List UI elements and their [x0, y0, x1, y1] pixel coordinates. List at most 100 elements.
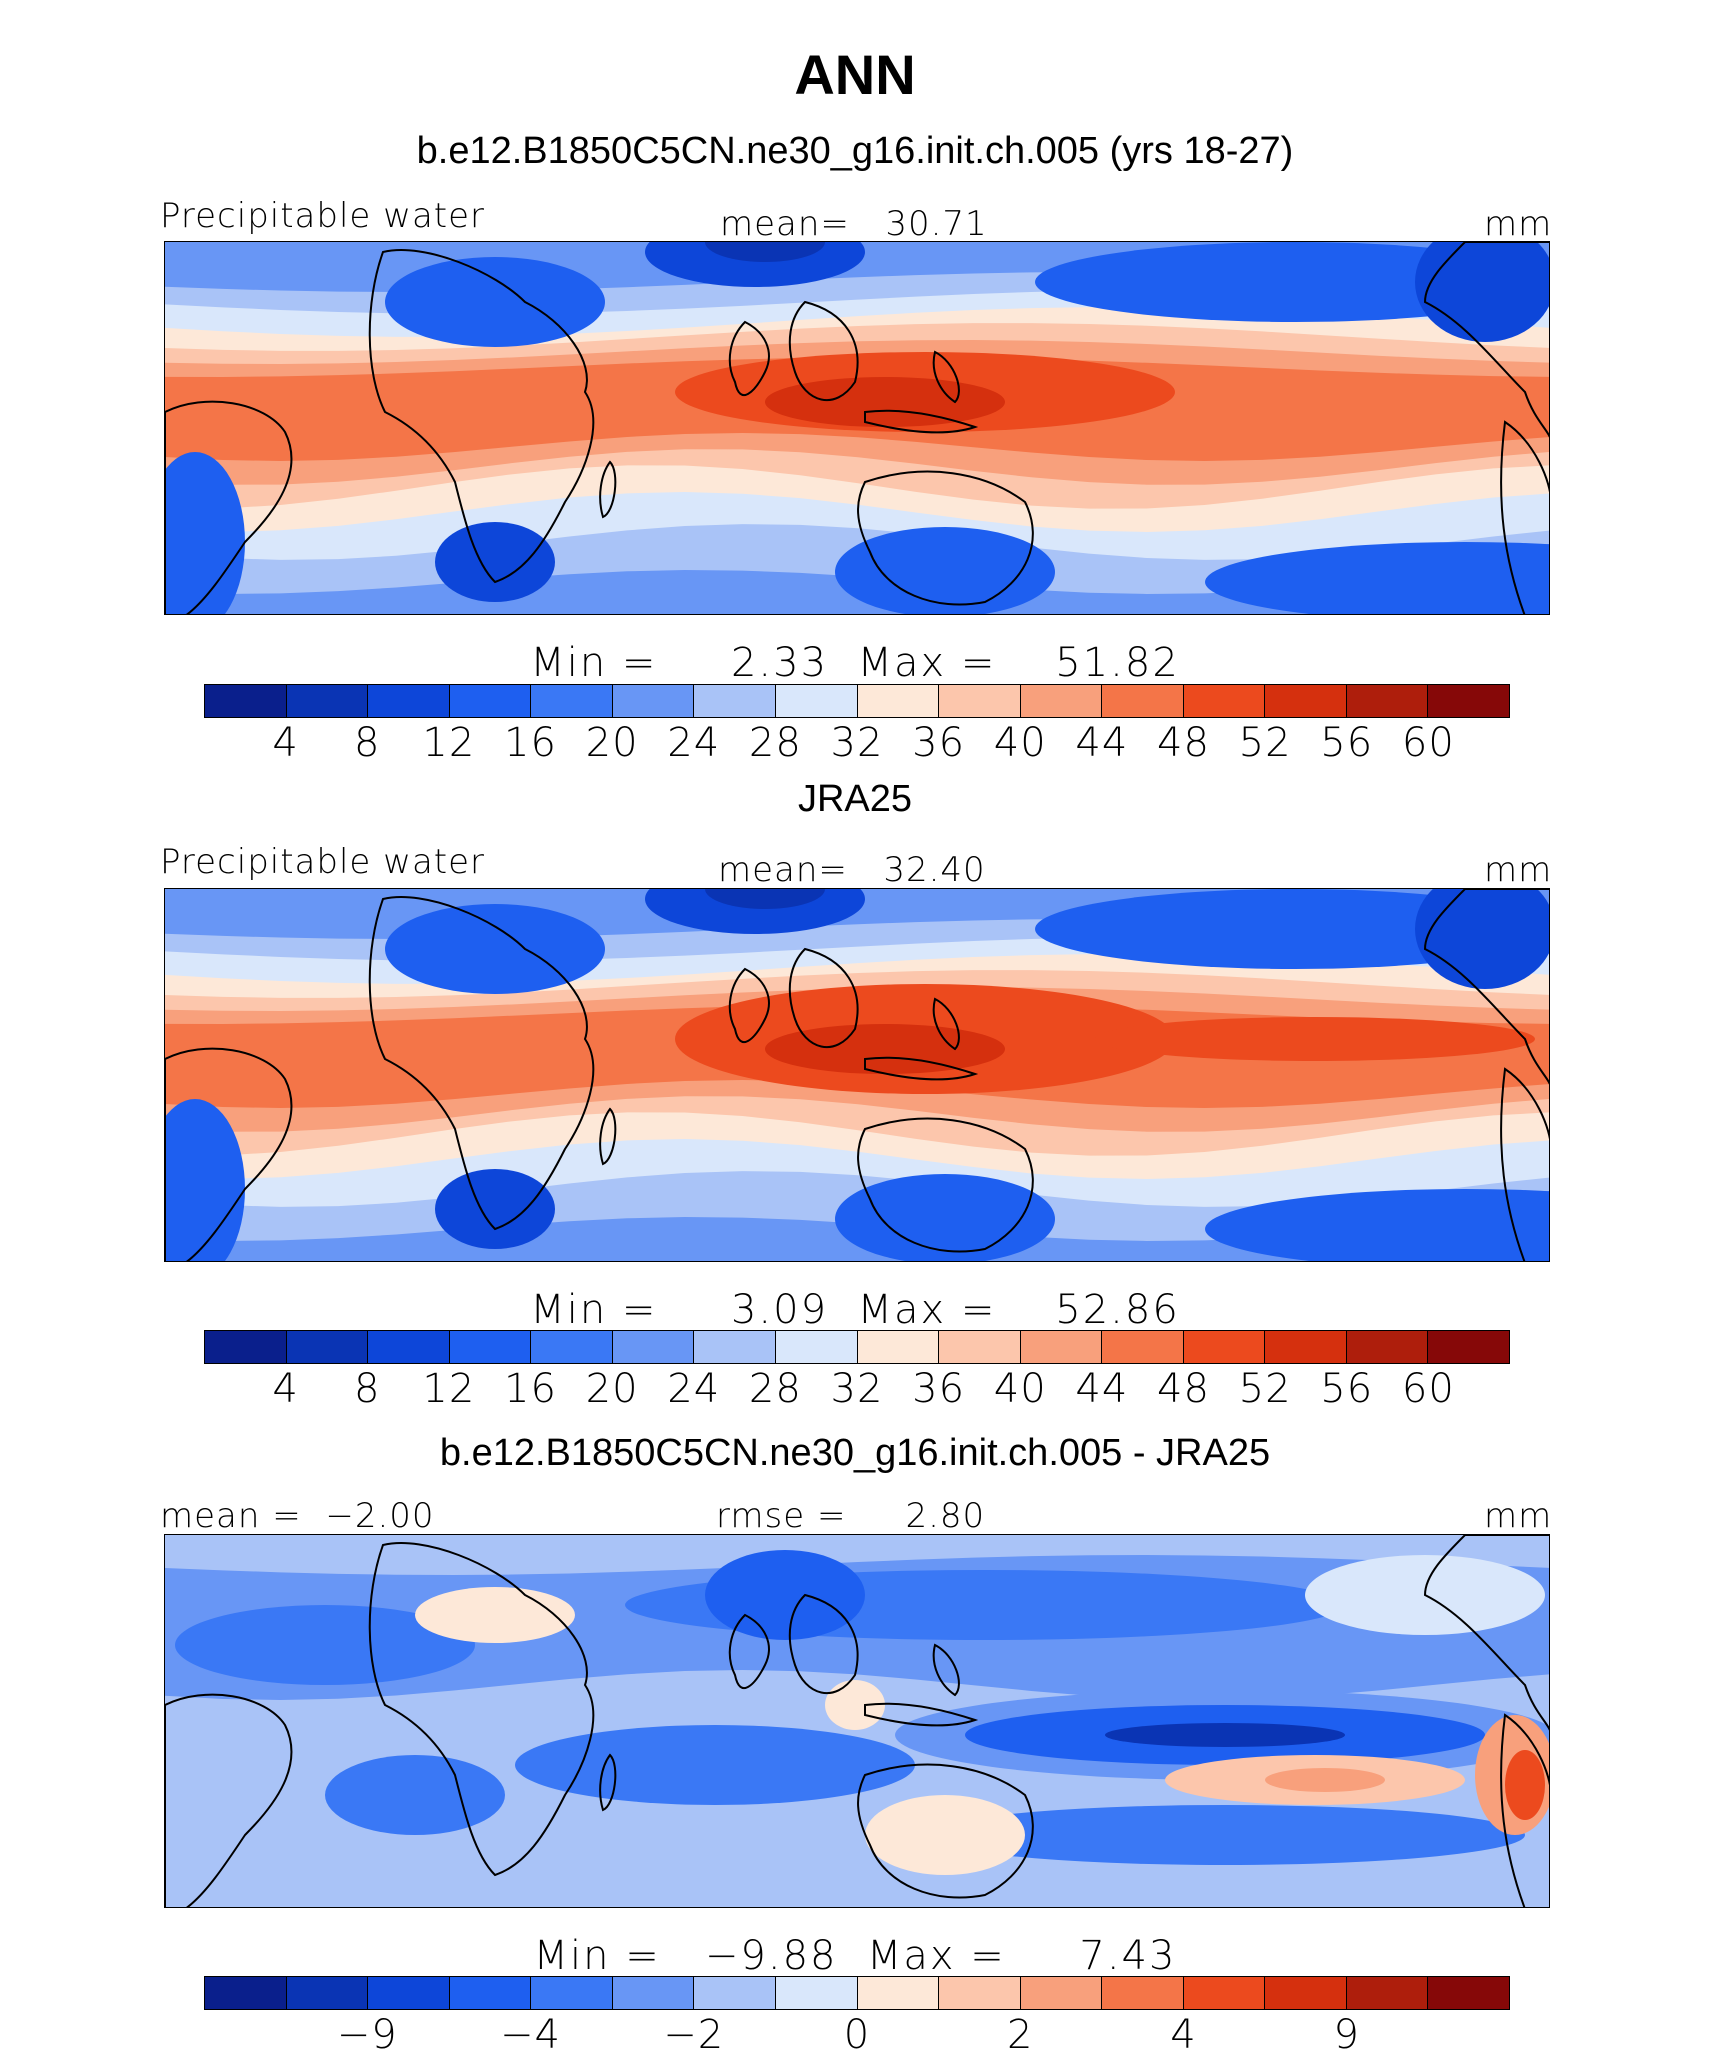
coastline [1423, 242, 1549, 438]
colorbar-swatch [449, 1977, 532, 2009]
colorbar-tick-label: 20 [585, 720, 639, 766]
colorbar-swatch [205, 685, 287, 717]
colorbar-swatch [1020, 1331, 1103, 1363]
tibet-dry-bias [705, 1550, 865, 1640]
colorbar-swatch [368, 685, 450, 717]
colorbar-swatch [939, 685, 1021, 717]
coastline [788, 1593, 859, 1695]
colorbar-swatch [1265, 685, 1347, 717]
colorbar-swatch [1428, 685, 1509, 717]
coastline [728, 320, 770, 396]
colorbar-swatch [531, 685, 613, 717]
sahara-dry [385, 257, 605, 347]
colorbar-tick-label: 28 [748, 1366, 802, 1412]
panel-2-colorbar [204, 1330, 1510, 1364]
panel-1-title: b.e12.B1850C5CN.ne30_g16.init.ch.005 (yr… [416, 130, 1294, 172]
coastline [728, 1613, 770, 1689]
colorbar-tick-label: 60 [1401, 1366, 1455, 1412]
colorbar-swatch [531, 1331, 613, 1363]
colorbar-tick-label: 2 [1007, 2012, 1034, 2058]
colorbar-tick-label: 24 [667, 720, 721, 766]
colorbar-tick-label: −9 [336, 2012, 398, 2058]
congo-dry-bias [325, 1755, 505, 1835]
sahel-wet-bias [415, 1587, 575, 1643]
panel-1-minmax: Min = 2.33 Max = 51.82 [530, 640, 1180, 686]
coastline [857, 1117, 1034, 1253]
warm-pool-core [765, 1024, 1005, 1074]
colorbar-swatch [286, 1977, 369, 2009]
colorbar-tick-label: 16 [504, 720, 557, 766]
colorbar-tick-label: 8 [354, 720, 381, 766]
panel-1-mean-label: mean= 30.71 [720, 204, 988, 244]
colorbar-tick-label: 20 [585, 1366, 639, 1412]
sahara-dry [385, 904, 605, 994]
colorbar-tick-label: 8 [354, 1366, 381, 1412]
south-pacific-dry [1205, 1189, 1549, 1261]
coastline [1500, 1713, 1549, 1907]
colorbar-swatch [449, 1331, 532, 1363]
coastline [1500, 1067, 1549, 1261]
colorbar-tick-label: 12 [422, 1366, 476, 1412]
colorbar-swatch [1428, 1331, 1509, 1363]
coastline [932, 350, 960, 404]
coastline [1423, 1535, 1549, 1731]
coastline [165, 1693, 293, 1907]
panel-3-rmse-label: rmse = 2.80 [716, 1496, 986, 1536]
panel-3-colorbar-ticks: −9 −4 −2 0 2 4 9 [204, 2012, 1510, 2062]
figure-title: ANN [794, 43, 916, 106]
panel-3-mean-label: mean = −2.00 [160, 1496, 435, 1536]
spcz-dry-bias [925, 1805, 1525, 1865]
colorbar-swatch [857, 685, 940, 717]
itcz-band [1095, 1017, 1535, 1061]
colorbar-swatch [205, 1977, 287, 2009]
colorbar-tick-label: 52 [1238, 720, 1292, 766]
colorbar-tick-label: 28 [748, 720, 802, 766]
panel-1-colorbar [204, 684, 1510, 718]
tibet-core [705, 889, 825, 909]
panel-1-colorbar-ticks: 4 8 12 16 20 24 28 32 36 40 44 48 52 56 60 [204, 720, 1510, 770]
colorbar-swatch [205, 1331, 287, 1363]
colorbar-tick-label: 0 [843, 2012, 871, 2058]
coastline [1500, 420, 1549, 614]
colorbar-swatch [775, 1977, 858, 2009]
coastline [165, 400, 293, 614]
panel-2-units: mm [1484, 850, 1553, 890]
colorbar-swatch [857, 1331, 940, 1363]
south-africa-dry [435, 1169, 555, 1249]
colorbar-swatch [1428, 1977, 1509, 2009]
colorbar-tick-label: 32 [830, 720, 884, 766]
andes-wet-core [1505, 1750, 1545, 1820]
colorbar-tick-label: 40 [993, 1366, 1047, 1412]
panel-2-variable-label: Precipitable water [160, 842, 486, 882]
coastline [857, 470, 1034, 606]
colorbar-swatch [1102, 685, 1184, 717]
coastline [857, 1763, 1034, 1899]
panel-3-map [164, 1534, 1550, 1908]
colorbar-swatch [612, 1331, 695, 1363]
south-pacific-dry [1205, 542, 1549, 614]
colorbar-swatch [1183, 1977, 1266, 2009]
andes-dry [165, 1099, 245, 1261]
colorbar-swatch [1020, 1977, 1103, 2009]
colorbar-swatch [694, 685, 776, 717]
colorbar-tick-label: 36 [912, 720, 966, 766]
colorbar-tick-label: −2 [663, 2012, 725, 2058]
colorbar-tick-label: 32 [830, 1366, 884, 1412]
coastline [368, 896, 595, 1231]
colorbar-swatch [1102, 1331, 1184, 1363]
colorbar-tick-label: 9 [1333, 2012, 1360, 2058]
colorbar-swatch [1183, 685, 1266, 717]
coastline [599, 1107, 617, 1166]
panel-2-map [164, 888, 1550, 1262]
colorbar-swatch [857, 1977, 940, 2009]
panel-1-units: mm [1484, 204, 1553, 244]
panel-3-colorbar [204, 1976, 1510, 2010]
coastline [788, 300, 859, 402]
colorbar-swatch [1102, 1977, 1184, 2009]
colorbar-swatch [286, 685, 369, 717]
panel-2-mean-label: mean= 32.40 [718, 850, 986, 890]
colorbar-swatch [1183, 1331, 1266, 1363]
panel-3-minmax: Min = −9.88 Max = 7.43 [533, 1933, 1177, 1979]
colorbar-swatch [694, 1977, 776, 2009]
colorbar-tick-label: 48 [1157, 1366, 1210, 1412]
